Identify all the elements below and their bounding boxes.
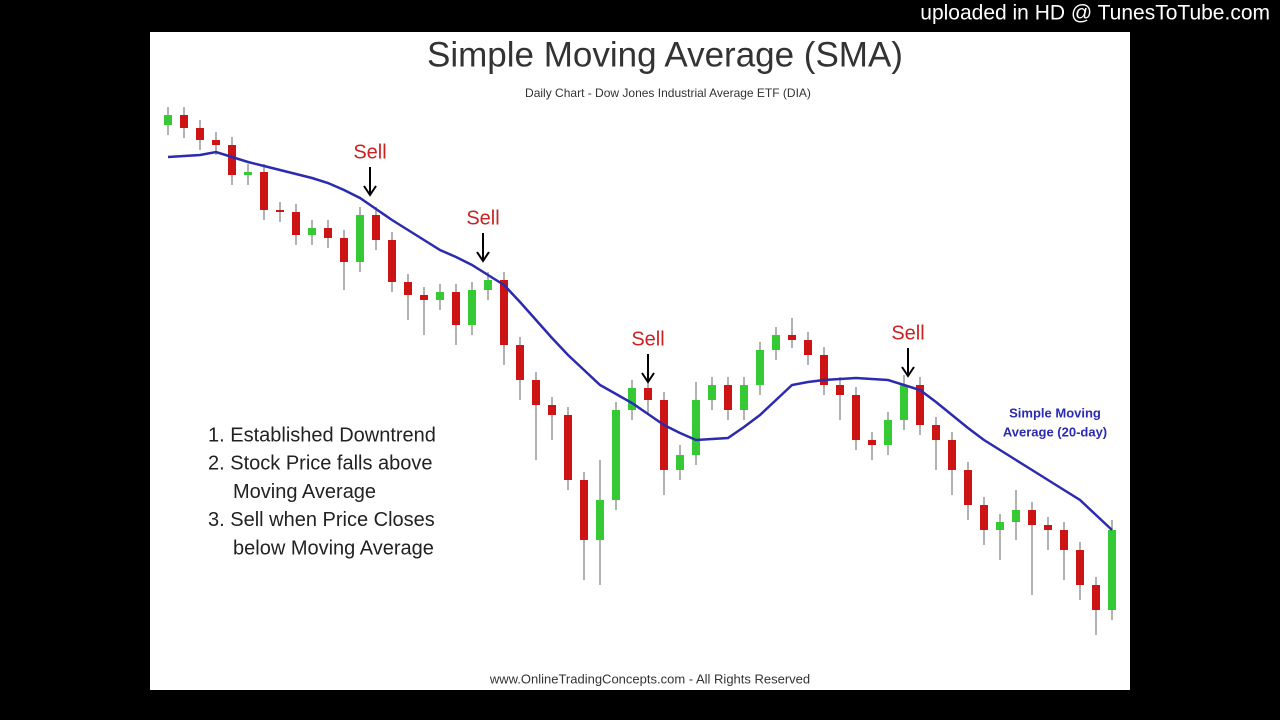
candle-body [980,505,988,530]
candle-body [996,522,1004,530]
sell-label: Sell [353,141,386,163]
chart-subtitle: Daily Chart - Dow Jones Industrial Avera… [525,86,811,100]
candle-body [292,212,300,235]
candle-body [196,128,204,140]
sma-line [167,150,1113,531]
candle-body [884,420,892,445]
sma-label: Simple Moving [1009,405,1101,420]
candle-body [388,240,396,282]
candle-body [852,395,860,440]
candle-body [916,385,924,425]
candle-body [724,385,732,410]
chart-background [150,32,1130,690]
candle-body [676,455,684,470]
candle-body [964,470,972,505]
candle-body [836,385,844,395]
note-line: 1. Established Downtrend [208,424,436,446]
candle-body [468,290,476,325]
candle-body [212,140,220,145]
candle-body [900,385,908,420]
candle-body [404,282,412,295]
candle-body [932,425,940,440]
candle-body [532,380,540,405]
candle-body [740,385,748,410]
candle-body [164,115,172,125]
sell-label: Sell [891,322,924,344]
candle-body [1060,530,1068,550]
candle-body [180,115,188,128]
candle-body [644,388,652,400]
candle-body [708,385,716,400]
candle-body [1044,525,1052,530]
candle-body [324,228,332,238]
candle-body [340,238,348,262]
candle-body [692,400,700,455]
sell-label: Sell [466,207,499,229]
candle-body [516,345,524,380]
candle-body [1076,550,1084,585]
candle-body [548,405,556,415]
candle-body [484,280,492,290]
candle-body [948,440,956,470]
candle-body [436,292,444,300]
candle-body [868,440,876,445]
candle-body [276,210,284,212]
candle-body [420,295,428,300]
sell-arrowhead [901,366,915,378]
sell-label: Sell [631,328,664,350]
candle-body [756,350,764,385]
candle-body [772,335,780,350]
candle-body [1092,585,1100,610]
candle-body [1028,510,1036,525]
candle-body [804,340,812,355]
candle-body [596,500,604,540]
sell-arrowhead [363,185,377,197]
note-line: below Moving Average [233,537,434,559]
candle-body [1108,530,1116,610]
note-line: 3. Sell when Price Closes [208,509,435,531]
candle-body [564,415,572,480]
candle-body [228,145,236,175]
note-line: Moving Average [233,481,376,503]
candle-body [452,292,460,325]
candle-body [820,355,828,385]
note-line: 2. Stock Price falls above [208,453,433,475]
candle-body [500,280,508,345]
candle-body [372,215,380,240]
footer: www.OnlineTradingConcepts.com - All Righ… [489,671,810,686]
candle-body [660,400,668,470]
watermark: uploaded in HD @ TunesToTube.com [920,2,1270,25]
candle-body [788,335,796,340]
chart-title: Simple Moving Average (SMA) [427,35,903,74]
candle-body [356,215,364,262]
sell-arrowhead [476,251,490,263]
candle-body [308,228,316,235]
candle-body [260,172,268,210]
candle-body [628,388,636,410]
candle-body [612,410,620,500]
candle-body [580,480,588,540]
sma-label: Average (20-day) [1003,424,1107,439]
sell-arrowhead [641,372,655,384]
candle-body [244,172,252,175]
candle-body [1012,510,1020,522]
